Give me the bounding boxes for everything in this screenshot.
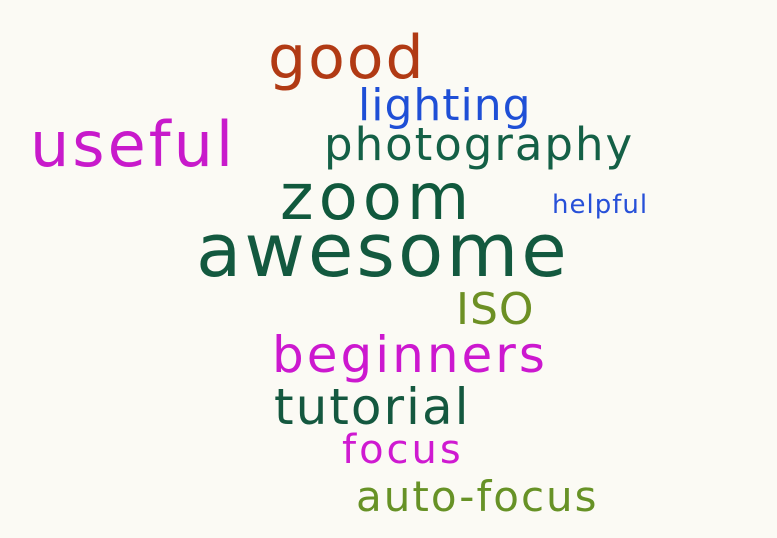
word-zoom: zoom bbox=[280, 161, 475, 235]
word-focus: focus bbox=[342, 427, 464, 473]
word-beginners: beginners bbox=[272, 326, 548, 384]
word-good: good bbox=[268, 23, 426, 93]
word-tutorial: tutorial bbox=[274, 378, 471, 436]
word-auto-focus: auto-focus bbox=[356, 472, 599, 521]
word-photography: photography bbox=[324, 118, 635, 171]
word-awesome: awesome bbox=[196, 208, 570, 294]
word-useful: useful bbox=[30, 108, 237, 181]
word-lighting: lighting bbox=[358, 80, 532, 131]
word-iso: ISO bbox=[456, 284, 535, 335]
word-helpful: helpful bbox=[552, 190, 649, 220]
